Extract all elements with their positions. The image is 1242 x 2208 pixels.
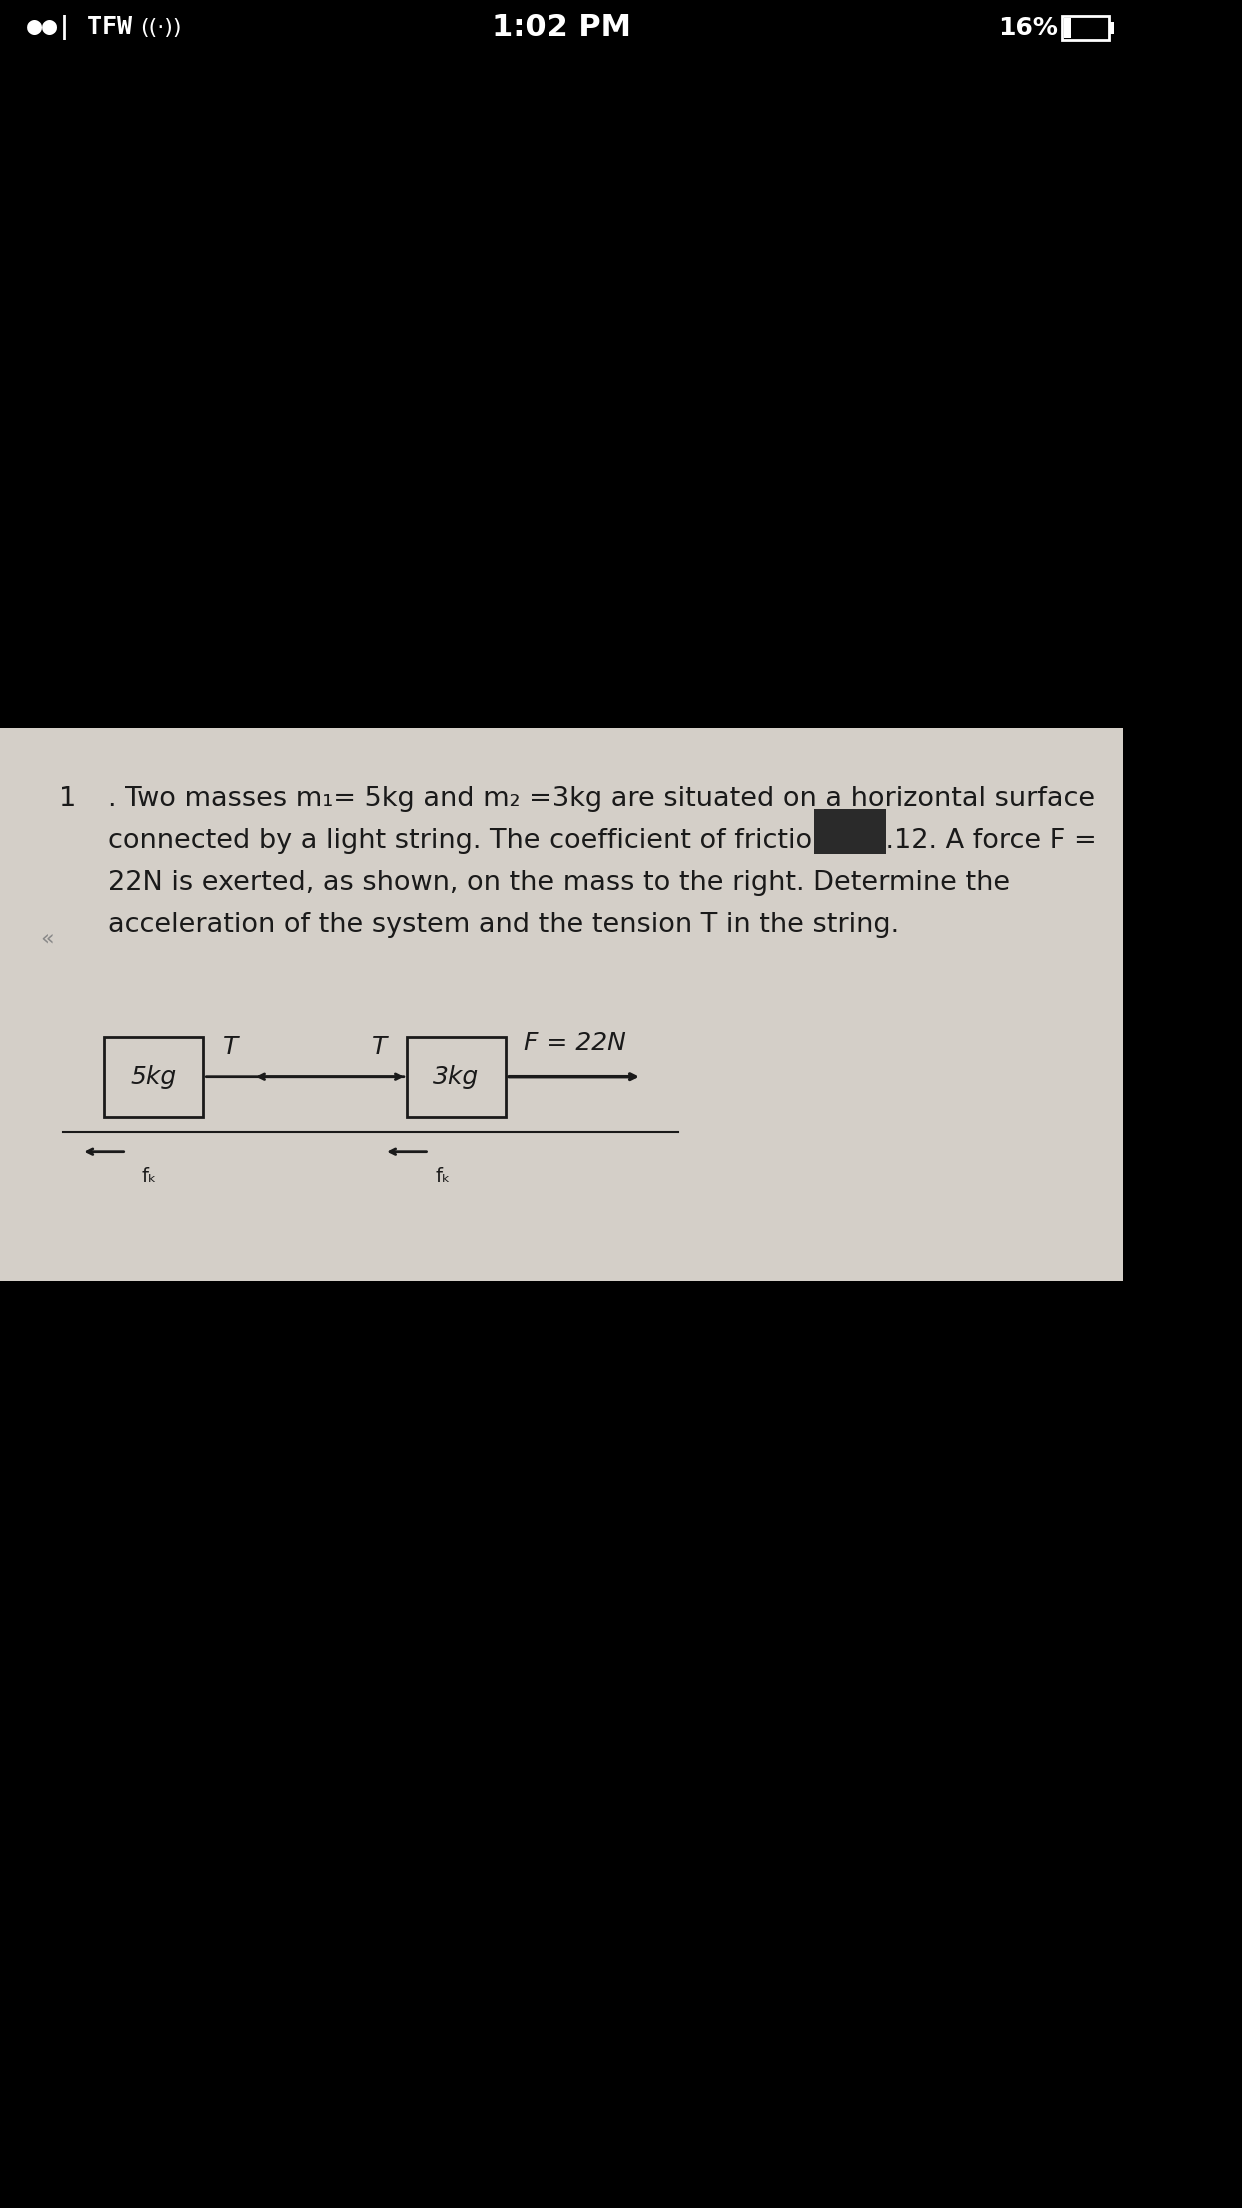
Bar — [1062, 15, 1109, 40]
Text: 3kg: 3kg — [433, 1064, 479, 1089]
Text: fₖ: fₖ — [142, 1166, 156, 1186]
Bar — [1109, 22, 1114, 33]
Text: T: T — [222, 1036, 238, 1058]
Text: . Two masses m₁= 5kg and m₂ =3kg are situated on a horizontal surface: . Two masses m₁= 5kg and m₂ =3kg are sit… — [108, 786, 1095, 813]
Text: acceleration of the system and the tension T in the string.: acceleration of the system and the tensi… — [108, 912, 899, 938]
Bar — [0, 729, 1123, 1281]
Text: 22N is exerted, as shown, on the mass to the right. Determine the: 22N is exerted, as shown, on the mass to… — [108, 870, 1011, 896]
Text: «: « — [41, 927, 55, 947]
Text: 16%: 16% — [997, 15, 1058, 40]
Bar — [407, 1038, 507, 1117]
Text: ●●| TFW: ●●| TFW — [27, 15, 132, 40]
Bar — [814, 810, 886, 854]
Text: 5kg: 5kg — [130, 1064, 176, 1089]
Bar — [1064, 18, 1072, 38]
Text: ((·)): ((·)) — [140, 18, 181, 38]
Text: 1:02 PM: 1:02 PM — [492, 13, 631, 42]
Text: T: T — [373, 1036, 388, 1058]
Text: connected by a light string. The coefficient of friction is 0.12. A force F =: connected by a light string. The coeffic… — [108, 828, 1097, 854]
Text: 1: 1 — [58, 786, 76, 813]
Bar — [104, 1038, 204, 1117]
Text: F = 22N: F = 22N — [524, 1031, 626, 1055]
Text: fₖ: fₖ — [435, 1166, 451, 1186]
